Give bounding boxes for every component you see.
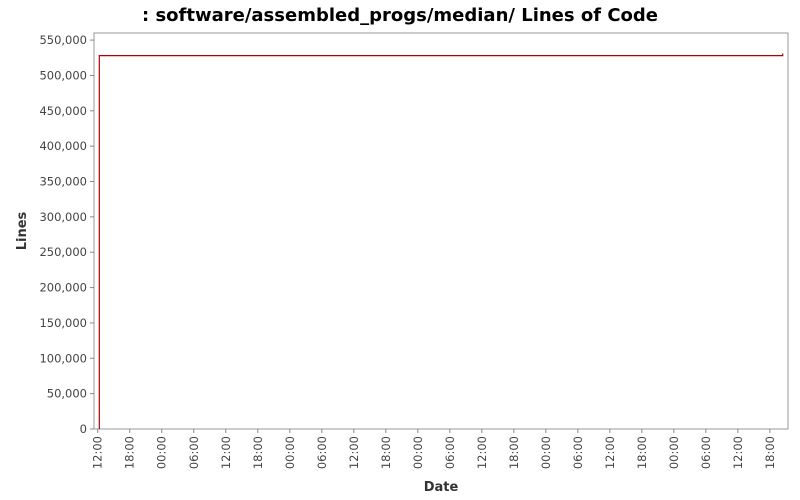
x-tick-label: 18:00 <box>251 436 265 469</box>
x-tick-label: 12:00 <box>731 436 745 469</box>
x-tick-label: 12:00 <box>475 436 489 469</box>
series-line <box>98 53 784 429</box>
x-tick-label: 00:00 <box>539 436 553 469</box>
chart-title: : software/assembled_progs/median/ Lines… <box>142 5 658 26</box>
x-tick-label: 12:00 <box>91 436 105 469</box>
y-tick-label: 550,000 <box>39 33 87 47</box>
y-tick-label: 350,000 <box>39 175 87 189</box>
x-tick-label: 00:00 <box>283 436 297 469</box>
x-axis: 12:00 18:00 00:00 06:00 12:00 18:00 00:00 06:00… <box>91 429 777 469</box>
x-tick-label: 00:00 <box>667 436 681 469</box>
x-tick-label: 12:00 <box>603 436 617 469</box>
x-tick-label: 06:00 <box>187 436 201 469</box>
x-tick-label: 18:00 <box>379 436 393 469</box>
y-tick-label: 250,000 <box>39 245 87 259</box>
x-tick-label: 18:00 <box>763 436 777 469</box>
x-tick-label: 12:00 <box>347 436 361 469</box>
x-tick-label: 12:00 <box>219 436 233 469</box>
x-tick-label: 00:00 <box>155 436 169 469</box>
series-layer <box>98 53 784 429</box>
x-tick-label: 06:00 <box>315 436 329 469</box>
y-tick-label: 450,000 <box>39 104 87 118</box>
y-tick-label: 150,000 <box>39 316 87 330</box>
y-tick-label: 200,000 <box>39 281 87 295</box>
x-tick-label: 18:00 <box>635 436 649 469</box>
y-axis-label: Lines <box>15 211 30 250</box>
y-axis: 0 50,000 100,000 150,000 200,000 250,000 300,0… <box>39 33 94 436</box>
y-tick-label: 50,000 <box>47 387 87 401</box>
x-tick-label: 06:00 <box>571 436 585 469</box>
y-tick-label: 300,000 <box>39 210 87 224</box>
x-tick-label: 18:00 <box>507 436 521 469</box>
x-tick-label: 06:00 <box>699 436 713 469</box>
x-tick-label: 06:00 <box>443 436 457 469</box>
y-tick-label: 100,000 <box>39 351 87 365</box>
x-tick-label: 18:00 <box>123 436 137 469</box>
y-tick-label: 0 <box>80 422 87 436</box>
y-tick-label: 500,000 <box>39 68 87 82</box>
x-tick-label: 00:00 <box>411 436 425 469</box>
y-tick-label: 400,000 <box>39 139 87 153</box>
plot-area <box>93 32 789 430</box>
x-axis-label: Date <box>424 480 459 495</box>
